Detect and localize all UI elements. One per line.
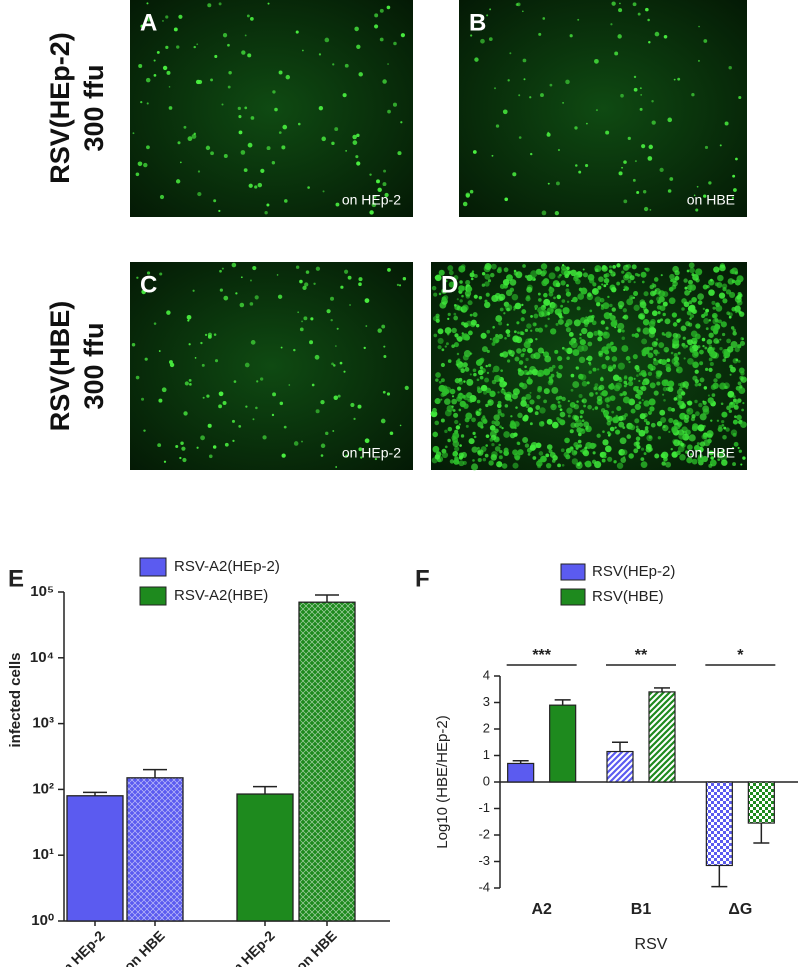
y-tick-label: -1	[478, 800, 490, 815]
bar	[549, 704, 577, 783]
legend-swatch	[139, 586, 167, 606]
y-tick-label: 10⁴	[30, 649, 54, 666]
bar	[648, 691, 676, 783]
micrograph	[130, 0, 413, 217]
significance-label: *	[737, 647, 744, 664]
x-axis-label: RSV	[635, 936, 668, 953]
legend-label: RSV(HEp-2)	[592, 563, 675, 580]
micrograph-background	[130, 262, 413, 470]
bar	[236, 793, 294, 922]
significance-label: **	[635, 647, 648, 664]
x-tick-label: ΔG	[728, 901, 752, 918]
bar	[66, 795, 124, 922]
panel-letter: E	[8, 565, 24, 592]
y-tick-label: 10³	[32, 715, 54, 732]
micrograph	[430, 262, 747, 471]
x-tick-label: on HEp-2	[223, 927, 278, 967]
panel-letter: B	[469, 9, 486, 36]
legend-swatch	[560, 563, 586, 581]
row-label: RSV(HBE)	[45, 301, 75, 432]
y-tick-label: 3	[483, 694, 490, 709]
micrograph-background	[130, 0, 413, 217]
y-tick-label: 10¹	[32, 846, 54, 863]
micrograph-background	[459, 0, 747, 217]
error-bar	[83, 791, 107, 796]
bar	[606, 750, 634, 783]
error-bar	[711, 865, 728, 888]
error-bar	[253, 785, 277, 795]
panel-letter: C	[140, 271, 157, 298]
legend-swatch	[560, 588, 586, 606]
bar	[298, 601, 356, 922]
y-tick-label: 10⁵	[30, 583, 54, 600]
y-tick-label: 10²	[32, 780, 54, 797]
panel-caption: on HEp-2	[342, 192, 401, 208]
bar	[747, 781, 775, 824]
error-bar	[512, 760, 529, 764]
error-bar	[143, 768, 167, 778]
y-tick-label: 2	[483, 720, 490, 735]
y-axis-label: infected cells	[7, 652, 24, 747]
bar	[507, 762, 535, 783]
x-tick-label: A2	[531, 901, 552, 918]
significance-label: ***	[532, 647, 551, 664]
legend-label: RSV-A2(HBE)	[174, 587, 268, 604]
micrograph	[130, 262, 413, 470]
error-bar	[315, 594, 339, 603]
panel-letter: D	[441, 271, 458, 298]
bar	[705, 781, 733, 867]
x-tick-label: B1	[631, 901, 652, 918]
y-tick-label: 0	[483, 773, 490, 788]
error-bar	[612, 741, 628, 752]
row-label: 300 ffu	[79, 64, 109, 151]
x-tick-label: on HBE	[293, 927, 340, 967]
y-tick-label: 10⁰	[31, 912, 54, 929]
y-tick-label: -4	[478, 879, 490, 894]
panel-caption: on HEp-2	[342, 445, 401, 461]
x-tick-label: on HEp-2	[53, 927, 108, 967]
legend-swatch	[139, 557, 167, 577]
legend-label: RSV(HBE)	[592, 588, 664, 605]
bar	[126, 777, 184, 922]
panel-letter: F	[415, 565, 430, 592]
y-tick-label: -2	[478, 826, 490, 841]
y-tick-label: -3	[478, 853, 490, 868]
y-axis-label: Log10 (HBE/HEp-2)	[434, 715, 451, 848]
panel-caption: on HBE	[687, 445, 735, 461]
y-tick-label: 1	[483, 747, 490, 762]
error-bar	[654, 687, 670, 692]
legend-label: RSV-A2(HEp-2)	[174, 558, 280, 575]
panel-letter: A	[140, 9, 157, 36]
micrograph	[459, 0, 747, 217]
error-bar	[554, 699, 571, 706]
error-bar	[753, 823, 770, 844]
panel-caption: on HBE	[687, 192, 735, 208]
x-tick-label: on HBE	[121, 927, 168, 967]
row-label: RSV(HEp-2)	[45, 32, 75, 184]
y-tick-label: 4	[483, 667, 490, 682]
row-label: 300 ffu	[79, 322, 109, 409]
